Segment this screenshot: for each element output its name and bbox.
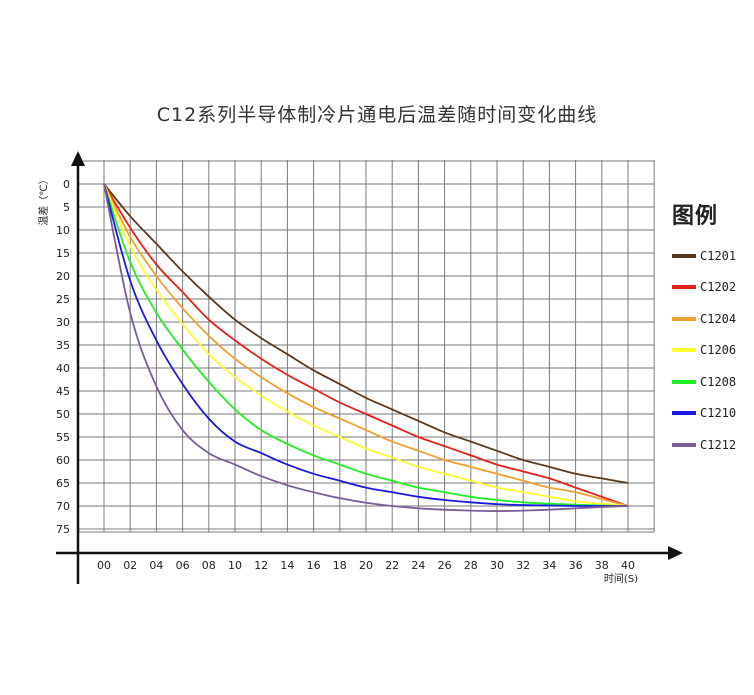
grid-layer [77,160,655,533]
y-tick-label: 70 [56,500,70,513]
y-tick-label: 55 [56,431,70,444]
x-tick-label: 16 [307,559,321,572]
x-tick-label: 10 [228,559,242,572]
series-line-c1208 [103,183,629,507]
label-layer: 00 02 04 06 08 10 12 14 16 18 20 22 24 26 28 30 32 34 36 38… [37,174,638,585]
legend: 图例 C1201 C1202 C1204 C1206 C1208 C1210 C1212 [672,198,736,461]
x-tick-label: 30 [490,559,504,572]
x-tick-label: 00 [97,559,111,572]
y-tick-label: 65 [56,477,70,490]
y-tick-label: 75 [56,523,70,536]
y-tick-label: 0 [63,178,70,191]
y-tick-label: 5 [63,201,70,214]
x-tick-label: 14 [280,559,294,572]
legend-swatch [672,442,696,447]
y-tick-label: 10 [56,224,70,237]
legend-label: C1212 [700,437,737,452]
x-tick-label: 26 [438,559,452,572]
legend-items: C1201 C1202 C1204 C1206 C1208 C1210 C1212 [672,240,736,461]
y-tick-label: 20 [56,270,70,283]
legend-label: C1202 [700,280,737,295]
legend-swatch [672,253,696,258]
series-line-c1206 [103,183,629,507]
x-tick-label: 04 [149,559,163,572]
chart-title: C12系列半导体制冷片通电后温差随时间变化曲线 [156,104,598,126]
x-tick-label: 06 [176,559,190,572]
y-tick-label: 35 [56,339,70,352]
series-line-c1204 [103,183,629,507]
y-tick-label: 50 [56,408,70,421]
legend-swatch [672,411,696,416]
series-line-c1201 [103,183,629,484]
x-tick-label: 32 [516,559,530,572]
legend-item: C1206 [672,335,736,367]
legend-swatch [672,316,696,321]
x-tick-label: 40 [621,559,635,572]
legend-item: C1212 [672,429,736,461]
legend-label: C1210 [700,406,737,421]
x-tick-label: 38 [595,559,609,572]
legend-label: C1206 [700,343,737,358]
x-tick-label: 12 [254,559,268,572]
y-tick-label: 60 [56,454,70,467]
series-layer [103,183,629,512]
y-tick-label: 30 [56,316,70,329]
x-tick-label: 24 [411,559,425,572]
x-tick-label: 22 [385,559,399,572]
axis-layer [56,151,683,584]
x-axis-label: 时间(S) [604,572,638,585]
legend-swatch [672,348,696,353]
y-tick-label: 40 [56,362,70,375]
legend-label: C1208 [700,374,737,389]
x-tick-label: 20 [359,559,373,572]
legend-item: C1201 [672,240,736,272]
series-line-c1202 [103,183,629,507]
y-tick-label: 45 [56,385,70,398]
x-axis-arrow [668,546,683,560]
x-tick-label: 02 [123,559,137,572]
x-tick-label: 28 [464,559,478,572]
legend-label: C1204 [700,311,737,326]
legend-swatch [672,285,696,290]
y-axis-arrow [71,151,85,166]
legend-item: C1204 [672,303,736,335]
x-tick-label: 34 [542,559,556,572]
x-tick-label: 18 [333,559,347,572]
legend-item: C1208 [672,366,736,398]
series-line-c1210 [103,183,628,507]
legend-item: C1202 [672,272,736,304]
y-tick-label: 25 [56,293,70,306]
x-tick-label: 08 [202,559,216,572]
y-tick-label: 15 [56,247,70,260]
x-tick-label: 36 [569,559,583,572]
y-axis-label: 温差（℃） [37,174,50,225]
legend-swatch [672,379,696,384]
legend-title: 图例 [672,204,719,229]
series-line-c1212 [103,183,629,512]
legend-item: C1210 [672,398,736,430]
legend-label: C1201 [700,248,737,263]
